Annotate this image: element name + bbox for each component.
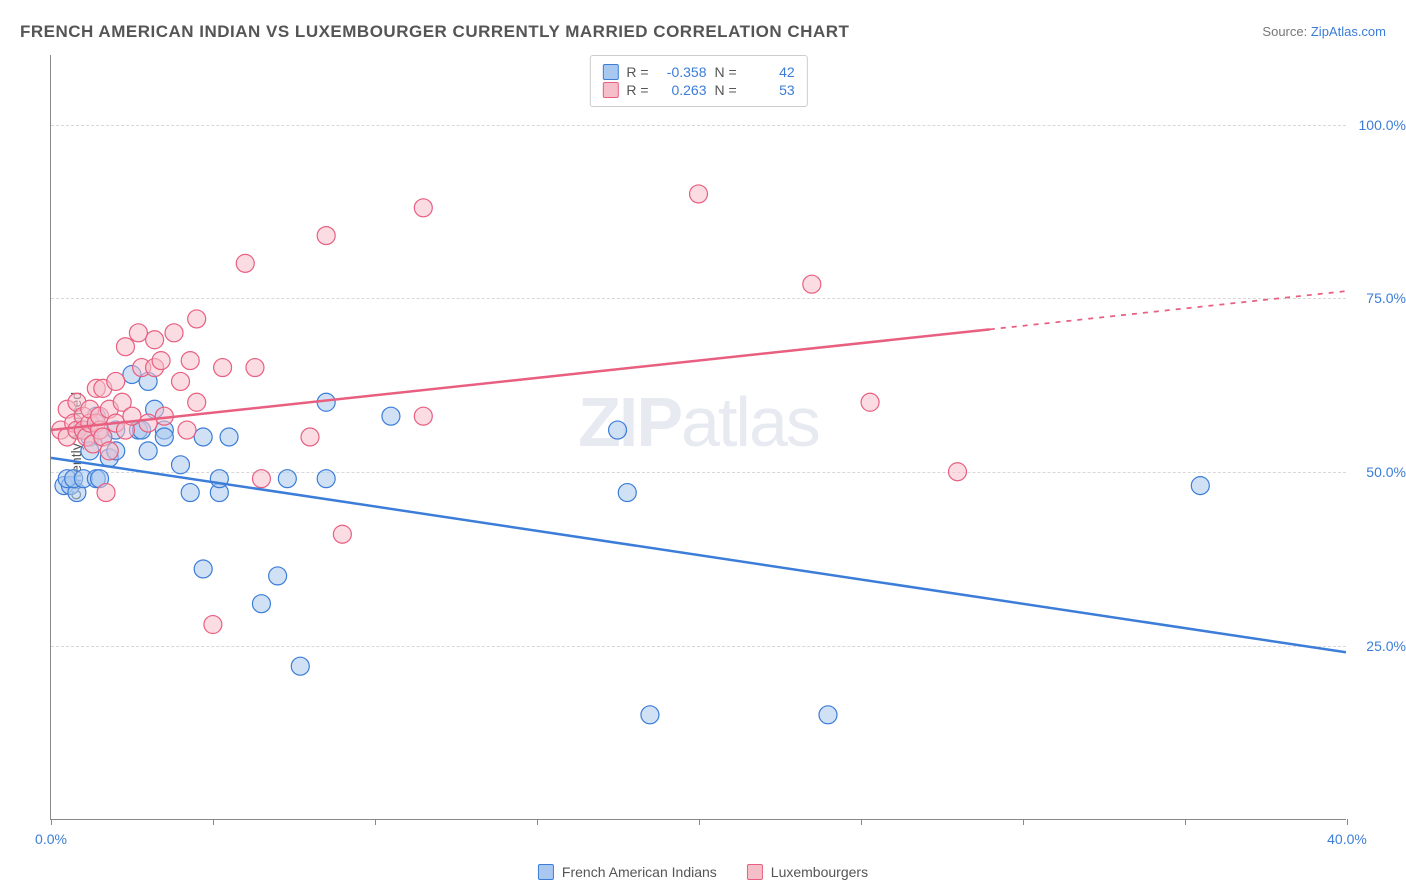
legend-row-1: R = -0.358 N = 42 xyxy=(602,64,794,80)
source-label: Source: xyxy=(1262,24,1307,39)
scatter-point xyxy=(97,484,115,502)
trend-line xyxy=(51,458,1346,652)
x-tick-label: 0.0% xyxy=(35,831,67,847)
scatter-point xyxy=(181,352,199,370)
scatter-point xyxy=(107,372,125,390)
r-value-1: -0.358 xyxy=(657,64,707,80)
scatter-point xyxy=(861,393,879,411)
scatter-point xyxy=(172,456,190,474)
chart-container: FRENCH AMERICAN INDIAN VS LUXEMBOURGER C… xyxy=(0,0,1406,892)
scatter-point xyxy=(188,310,206,328)
scatter-point xyxy=(301,428,319,446)
scatter-point xyxy=(172,372,190,390)
legend-row-2: R = 0.263 N = 53 xyxy=(602,82,794,98)
x-tick-mark xyxy=(1347,819,1348,825)
scatter-point xyxy=(152,352,170,370)
scatter-point xyxy=(252,470,270,488)
scatter-point xyxy=(236,254,254,272)
x-tick-mark xyxy=(699,819,700,825)
trend-line xyxy=(51,329,990,430)
scatter-point xyxy=(100,442,118,460)
legend-swatch-pink xyxy=(602,82,618,98)
scatter-point xyxy=(641,706,659,724)
scatter-point xyxy=(414,199,432,217)
r-label: R = xyxy=(626,64,648,80)
n-label: N = xyxy=(715,82,737,98)
scatter-point xyxy=(949,463,967,481)
legend-swatch-1 xyxy=(538,864,554,880)
x-tick-mark xyxy=(213,819,214,825)
scatter-point xyxy=(803,275,821,293)
n-value-1: 42 xyxy=(745,64,795,80)
scatter-point xyxy=(146,331,164,349)
scatter-point xyxy=(690,185,708,203)
scatter-point xyxy=(116,338,134,356)
scatter-point xyxy=(414,407,432,425)
source-link[interactable]: ZipAtlas.com xyxy=(1311,24,1386,39)
scatter-point xyxy=(165,324,183,342)
legend-label-2: Luxembourgers xyxy=(771,864,868,880)
legend-label-1: French American Indians xyxy=(562,864,717,880)
x-tick-mark xyxy=(537,819,538,825)
scatter-point xyxy=(204,616,222,634)
scatter-point xyxy=(252,595,270,613)
scatter-point xyxy=(188,393,206,411)
x-tick-mark xyxy=(375,819,376,825)
scatter-point xyxy=(139,414,157,432)
scatter-point xyxy=(819,706,837,724)
chart-svg xyxy=(51,55,1346,819)
plot-area: ZIPatlas R = -0.358 N = 42 R = 0.263 N =… xyxy=(50,55,1346,820)
scatter-point xyxy=(139,442,157,460)
y-tick-label: 50.0% xyxy=(1351,464,1406,480)
scatter-point xyxy=(269,567,287,585)
x-tick-mark xyxy=(51,819,52,825)
source-attribution: Source: ZipAtlas.com xyxy=(1262,24,1386,39)
y-tick-label: 75.0% xyxy=(1351,290,1406,306)
scatter-point xyxy=(129,324,147,342)
series-legend: French American Indians Luxembourgers xyxy=(538,864,868,880)
scatter-point xyxy=(1191,477,1209,495)
correlation-legend: R = -0.358 N = 42 R = 0.263 N = 53 xyxy=(589,55,807,107)
scatter-point xyxy=(155,428,173,446)
r-label: R = xyxy=(626,82,648,98)
r-value-2: 0.263 xyxy=(657,82,707,98)
scatter-point xyxy=(181,484,199,502)
trend-line-dashed xyxy=(990,291,1346,329)
scatter-point xyxy=(220,428,238,446)
scatter-point xyxy=(278,470,296,488)
scatter-point xyxy=(246,359,264,377)
scatter-point xyxy=(194,428,212,446)
legend-swatch-2 xyxy=(747,864,763,880)
scatter-point xyxy=(317,227,335,245)
scatter-point xyxy=(333,525,351,543)
scatter-point xyxy=(178,421,196,439)
scatter-point xyxy=(194,560,212,578)
scatter-point xyxy=(317,470,335,488)
y-tick-label: 100.0% xyxy=(1351,117,1406,133)
legend-item-2: Luxembourgers xyxy=(747,864,868,880)
x-tick-mark xyxy=(861,819,862,825)
scatter-point xyxy=(609,421,627,439)
x-tick-mark xyxy=(1023,819,1024,825)
x-tick-label: 40.0% xyxy=(1327,831,1367,847)
chart-title: FRENCH AMERICAN INDIAN VS LUXEMBOURGER C… xyxy=(20,22,849,42)
legend-item-1: French American Indians xyxy=(538,864,717,880)
scatter-point xyxy=(291,657,309,675)
scatter-point xyxy=(618,484,636,502)
legend-swatch-blue xyxy=(602,64,618,80)
n-value-2: 53 xyxy=(745,82,795,98)
scatter-point xyxy=(214,359,232,377)
x-tick-mark xyxy=(1185,819,1186,825)
scatter-point xyxy=(382,407,400,425)
y-tick-label: 25.0% xyxy=(1351,638,1406,654)
n-label: N = xyxy=(715,64,737,80)
